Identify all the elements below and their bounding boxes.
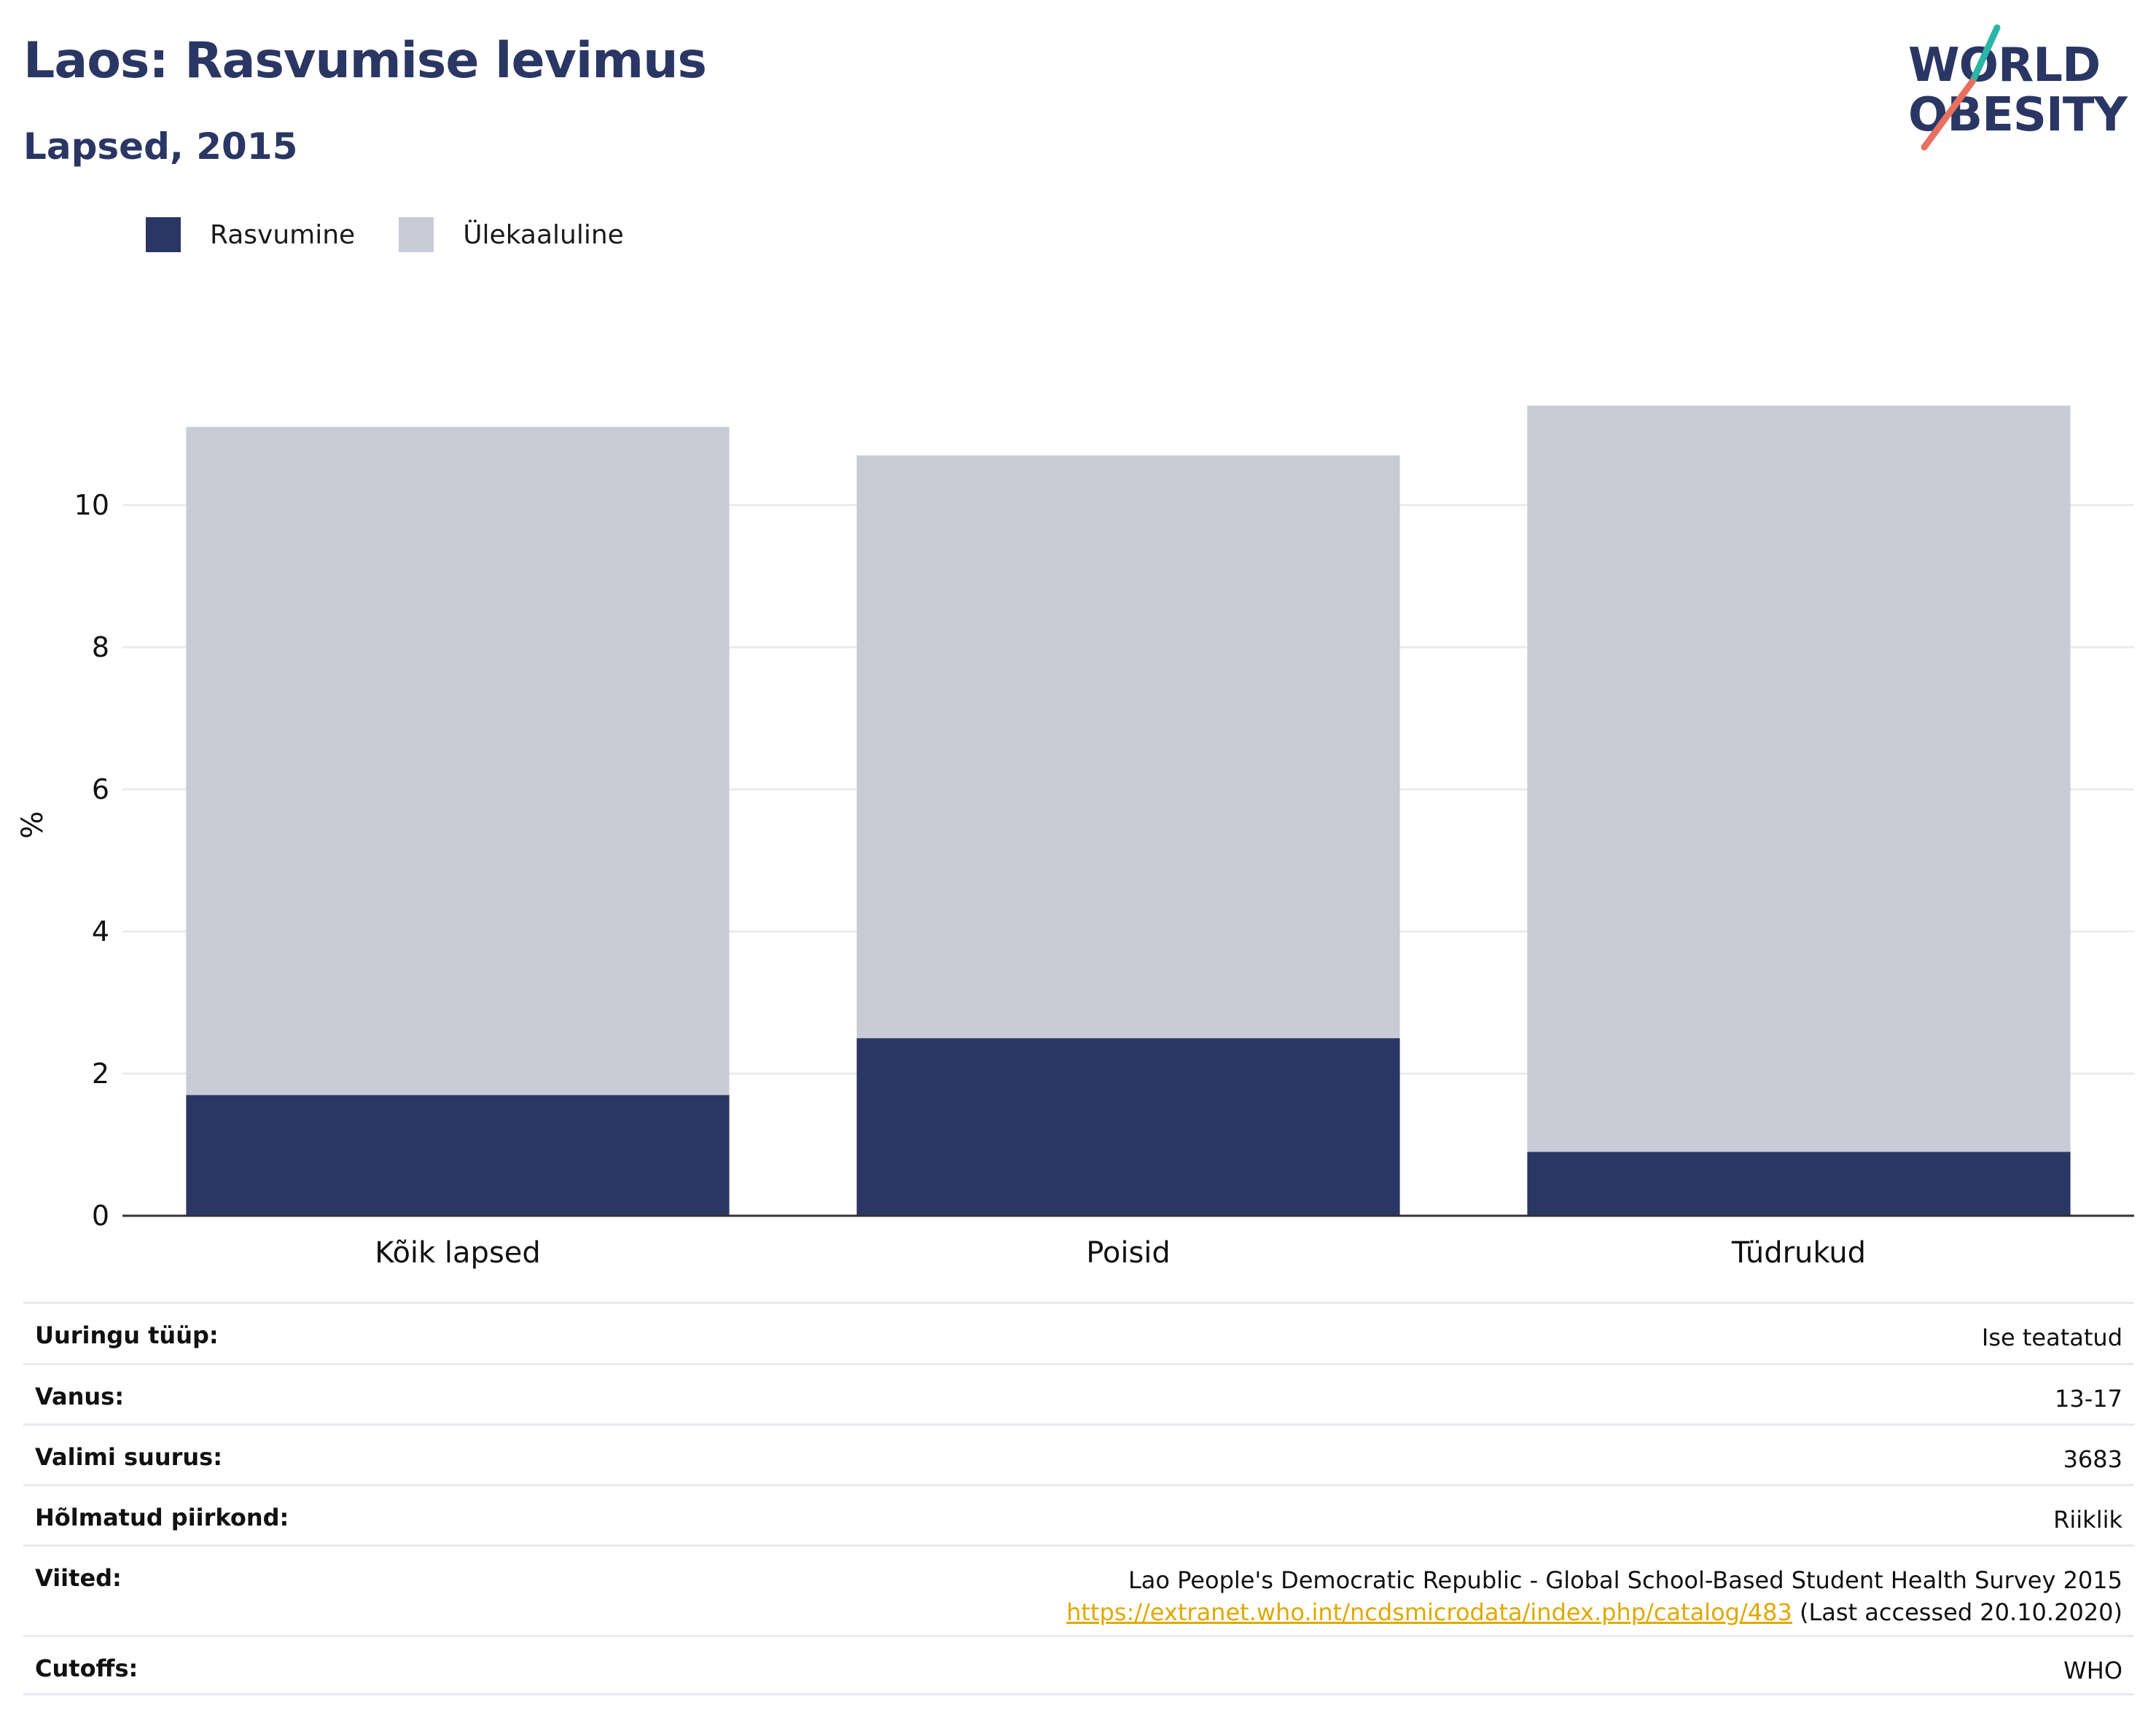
reference-accessed: (Last accessed 20.10.2020) <box>1792 1598 2122 1626</box>
meta-row-cutoffs: Cutoffs: WHO <box>23 1635 2134 1695</box>
legend-label-rasvumine: Rasvumine <box>210 219 356 250</box>
chart-subtitle: Lapsed, 2015 <box>23 125 298 168</box>
meta-row-sample-size: Valimi suurus: 3683 <box>23 1423 2134 1484</box>
y-tick-label: 0 <box>92 1200 109 1232</box>
meta-value: Ise teatatud <box>1981 1324 2122 1351</box>
y-tick-label: 6 <box>92 773 109 805</box>
meta-row-survey-type: Uuringu tüüp: Ise teatatud <box>23 1302 2134 1363</box>
meta-row-area-covered: Hõlmatud piirkond: Riiklik <box>23 1484 2134 1544</box>
bar-rasvumine-1 <box>186 1095 730 1216</box>
bar-rasvumine-2 <box>856 1038 1400 1216</box>
meta-key: Cutoffs: <box>35 1655 138 1682</box>
meta-key: Viited: <box>35 1564 122 1592</box>
legend-item-rasvumine: Rasvumine <box>146 217 355 252</box>
world-obesity-logo: WORLD OBESITY <box>1895 22 2136 153</box>
legend-swatch-rasvumine <box>146 217 181 252</box>
meta-value: Lao People's Democratic Republic - Globa… <box>1066 1564 2122 1628</box>
meta-key: Hõlmatud piirkond: <box>35 1504 289 1531</box>
meta-row-age: Vanus: 13-17 <box>23 1363 2134 1423</box>
y-tick-label: 8 <box>92 631 109 663</box>
legend-item-ulekaaluline: Ülekaaluline <box>399 217 624 252</box>
meta-value: 3683 <box>2063 1445 2122 1473</box>
y-tick-label: 10 <box>74 489 109 521</box>
bar-rasvumine-3 <box>1527 1152 2071 1216</box>
bar-chart: 0 2 4 6 8 10% Kõik lapsed Poisid Tüdrukud <box>16 405 2134 1270</box>
bar--lekaaluline-1 <box>186 426 730 1096</box>
logo-line-world: WORLD <box>1908 39 2101 93</box>
chart-legend: Rasvumine Ülekaaluline <box>146 217 668 252</box>
chart-title: Laos: Rasvumise levimus <box>23 32 707 90</box>
meta-value: Riiklik <box>2053 1506 2122 1534</box>
legend-swatch-ulekaaluline <box>399 217 434 252</box>
x-tick-label: Poisid <box>1086 1236 1171 1270</box>
meta-key: Uuringu tüüp: <box>35 1321 219 1349</box>
y-axis-label: % <box>16 811 50 839</box>
y-tick-label: 2 <box>92 1058 109 1090</box>
meta-key: Vanus: <box>35 1383 125 1410</box>
meta-key: Valimi suurus: <box>35 1443 223 1471</box>
legend-label-ulekaaluline: Ülekaaluline <box>463 219 624 250</box>
x-tick-label: Kõik lapsed <box>375 1236 541 1270</box>
meta-value: WHO <box>2063 1657 2122 1684</box>
reference-title: Lao People's Democratic Republic - Globa… <box>1128 1566 2122 1594</box>
bar--lekaaluline-3 <box>1527 405 2071 1152</box>
survey-metadata-table: Uuringu tüüp: Ise teatatud Vanus: 13-17 … <box>23 1302 2134 1695</box>
meta-value: 13-17 <box>2055 1385 2122 1413</box>
bar--lekaaluline-2 <box>856 455 1400 1039</box>
meta-row-references: Viited: Lao People's Democratic Republic… <box>23 1544 2134 1635</box>
reference-link[interactable]: https://extranet.who.int/ncdsmicrodata/i… <box>1066 1598 1792 1626</box>
logo-slash-icon <box>1921 24 2001 151</box>
y-tick-label: 4 <box>92 915 109 948</box>
x-tick-label: Tüdrukud <box>1731 1236 1866 1270</box>
